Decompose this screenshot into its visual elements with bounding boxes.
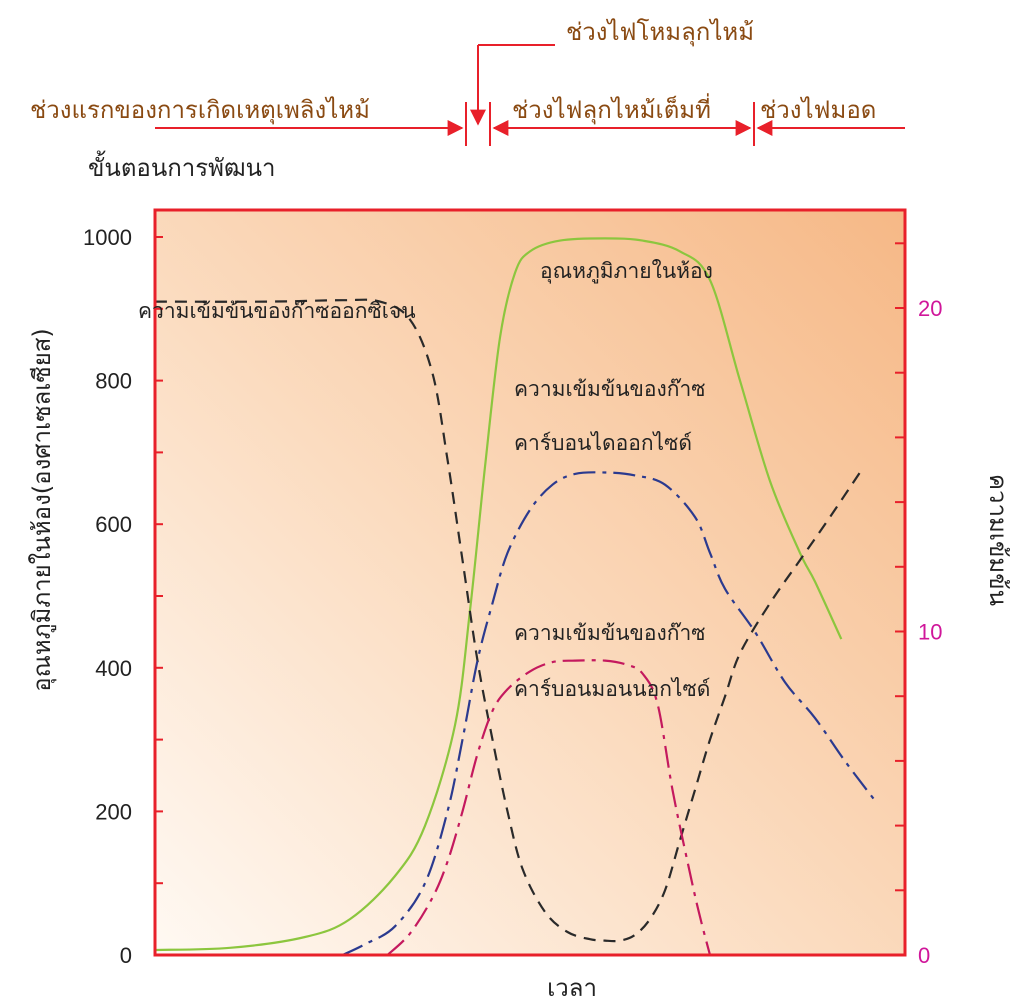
right-tick-label: 10	[918, 620, 942, 645]
left-tick-label: 0	[120, 943, 132, 968]
left-tick-label: 800	[95, 369, 132, 394]
plot-frame	[153, 208, 907, 957]
y-axis-right-title: ความเข้มข้น	[984, 474, 1012, 606]
left-tick-label: 400	[95, 656, 132, 681]
label-co-line2: คาร์บอนมอนนอกไซด์	[514, 677, 710, 701]
left-tick-label: 1000	[83, 225, 132, 250]
right-tick-label: 0	[918, 943, 930, 968]
phase-header: ช่วงแรกของการเกิดเหตุเพลิงไหม้ ช่วงไฟโหม…	[30, 18, 905, 182]
phase-label-decay: ช่วงไฟมอด	[760, 96, 876, 124]
label-co2-line1: ความเข้มข้นของก๊าซ	[514, 377, 706, 401]
label-oxygen: ความเข้มข้นของก๊าซออกซิเจน	[138, 299, 416, 323]
series-layer	[154, 237, 876, 956]
phase-label-flashover: ช่วงไฟโหมลุกไหม้	[566, 18, 754, 47]
right-axis: 0 10 20	[895, 242, 942, 968]
series-oxygen	[154, 298, 865, 943]
series-carbon-monoxide	[386, 659, 712, 956]
label-co-line1: ความเข้มข้นของก๊าซ	[514, 621, 706, 645]
plot-background	[155, 210, 905, 955]
left-tick-label: 200	[95, 799, 132, 824]
phase-label-full: ช่วงไฟลุกไหม้เต็มที่	[512, 93, 711, 125]
development-stage-label: ขั้นตอนการพัฒนา	[88, 150, 276, 182]
label-room-temperature: อุณหภูมิภายในห้อง	[540, 259, 713, 284]
left-axis: 0 200 400 600 800 1000	[83, 225, 163, 968]
curve-labels: อุณหภูมิภายในห้อง ความเข้มข้นของก๊าซออกซ…	[138, 259, 713, 701]
right-tick-label: 20	[918, 296, 942, 321]
y-axis-left-title: อุณหภูมิภายในห้อง(องศาเซลเซียส)	[28, 328, 57, 692]
x-axis-title: เวลา	[547, 974, 597, 1002]
series-carbon-dioxide	[342, 471, 876, 956]
left-tick-label: 600	[95, 512, 132, 537]
label-co2-line2: คาร์บอนไดออกไซด์	[514, 431, 692, 455]
series-room-temperature	[154, 237, 843, 952]
phase-label-initial: ช่วงแรกของการเกิดเหตุเพลิงไหม้	[30, 96, 370, 125]
